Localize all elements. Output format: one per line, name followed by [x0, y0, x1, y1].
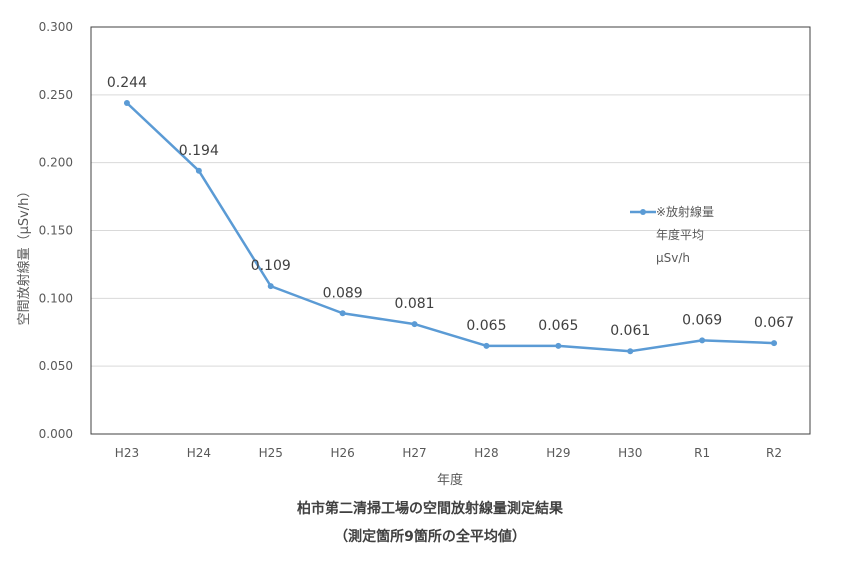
- legend-label-line-3: μSv/h: [656, 251, 690, 265]
- data-point: [411, 321, 418, 328]
- x-tick-label: H28: [474, 446, 498, 460]
- data-point: [123, 99, 130, 106]
- y-tick-label: 0.250: [39, 88, 73, 102]
- data-point: [627, 348, 634, 355]
- chart-title: 柏市第二清掃工場の空間放射線量測定結果: [297, 501, 563, 517]
- x-tick-label: R2: [766, 446, 782, 460]
- chart-subtitle: （測定箇所9箇所の全平均値）: [334, 529, 526, 545]
- y-tick-label: 0.300: [39, 20, 73, 34]
- x-tick-labels: H23 H24 H25 H26 H27 H28 H29 H30 R1 R2: [115, 446, 782, 460]
- x-tick-label: H25: [259, 446, 283, 460]
- x-tick-label: R1: [694, 446, 710, 460]
- x-tick-label: H24: [187, 446, 211, 460]
- data-labels: 0.244 0.194 0.109 0.089 0.081 0.065 0.065 0.061…: [107, 75, 794, 339]
- x-tick-label: H27: [402, 446, 426, 460]
- data-point: [699, 337, 706, 344]
- data-label: 0.194: [179, 143, 219, 159]
- gridlines: [90, 26, 811, 435]
- data-point: [195, 167, 202, 174]
- data-point: [339, 310, 346, 317]
- data-label: 0.081: [395, 296, 435, 312]
- y-tick-label: 0.200: [39, 156, 73, 170]
- data-label: 0.065: [466, 318, 506, 334]
- data-label: 0.067: [754, 315, 794, 331]
- data-label: 0.069: [682, 312, 722, 328]
- x-tick-label: H29: [546, 446, 570, 460]
- data-label: 0.109: [251, 258, 291, 274]
- data-point: [555, 342, 562, 349]
- data-label: 0.089: [323, 285, 363, 301]
- x-axis-title: 年度: [437, 472, 463, 488]
- x-tick-label: H30: [618, 446, 642, 460]
- series-line-path: [126, 102, 775, 353]
- x-tick-label: H26: [331, 446, 355, 460]
- legend: ※放射線量 年度平均 μSv/h: [630, 204, 714, 265]
- y-tick-label: 0.100: [39, 291, 73, 305]
- x-tick-label: H23: [115, 446, 139, 460]
- legend-label-line-1: ※放射線量: [656, 204, 714, 219]
- y-tick-labels: 0.000 0.050 0.100 0.150 0.200 0.250 0.300: [39, 20, 73, 441]
- data-point: [267, 283, 274, 290]
- y-tick-label: 0.050: [39, 359, 73, 373]
- series-line: [123, 99, 778, 355]
- plot-area-border: [90, 26, 811, 435]
- data-label: 0.244: [107, 75, 147, 91]
- y-tick-label: 0.150: [39, 224, 73, 238]
- data-label: 0.065: [538, 318, 578, 334]
- y-axis-title: 空間放射線量（μSv/h）: [16, 185, 32, 326]
- data-point: [483, 342, 490, 349]
- data-point: [771, 340, 778, 347]
- legend-marker: [640, 209, 646, 215]
- legend-label-line-2: 年度平均: [656, 227, 704, 242]
- data-label: 0.061: [610, 323, 650, 339]
- y-tick-label: 0.000: [39, 427, 73, 441]
